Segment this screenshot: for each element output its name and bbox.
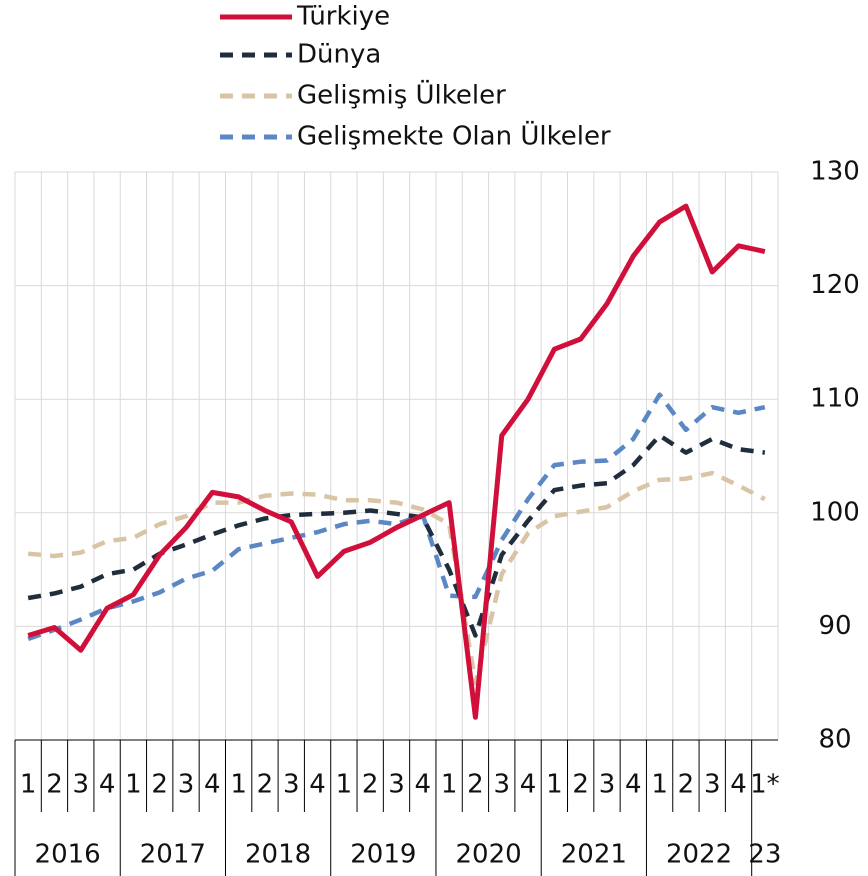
legend-label: Türkiye xyxy=(296,2,390,32)
y-tick-label: 80 xyxy=(818,725,851,755)
year-label: 2020 xyxy=(456,840,522,870)
x-tick-label: 2 xyxy=(467,770,484,800)
series-line xyxy=(27,392,766,642)
x-tick-label: 3 xyxy=(283,770,300,800)
x-tick-label: 2 xyxy=(46,770,63,800)
x-tick-label: 2 xyxy=(678,770,695,800)
y-tick-label: 120 xyxy=(810,270,860,300)
year-label: 2016 xyxy=(35,840,101,870)
year-label: 23 xyxy=(748,840,781,870)
x-tick-label: 2 xyxy=(362,770,379,800)
x-tick-label: 2 xyxy=(151,770,168,800)
series-line xyxy=(27,470,766,686)
legend-label: Dünya xyxy=(297,40,381,70)
x-tick-label: 1 xyxy=(441,770,458,800)
x-tick-label: 3 xyxy=(178,770,195,800)
series-line xyxy=(27,433,766,638)
x-tick-label: 1 xyxy=(336,770,353,800)
legend-label: Gelişmiş Ülkeler xyxy=(297,79,506,111)
x-tick-label: 4 xyxy=(730,770,747,800)
x-tick-label: 1 xyxy=(20,770,37,800)
year-label: 2018 xyxy=(245,840,311,870)
x-tick-label: 2 xyxy=(257,770,274,800)
x-tick-label: 4 xyxy=(204,770,221,800)
legend-label: Gelişmekte Olan Ülkeler xyxy=(297,120,611,152)
y-tick-label: 130 xyxy=(810,157,860,187)
x-tick-label: 4 xyxy=(99,770,116,800)
x-tick-label: 2 xyxy=(572,770,589,800)
year-label: 2019 xyxy=(350,840,416,870)
x-tick-label: 4 xyxy=(520,770,537,800)
series-line xyxy=(27,203,766,720)
x-tick-label: 4 xyxy=(625,770,642,800)
x-tick-label: 1 xyxy=(230,770,247,800)
x-tick-label: 4 xyxy=(309,770,326,800)
x-tick-label: 1 xyxy=(125,770,142,800)
year-label: 2022 xyxy=(666,840,732,870)
x-tick-label: 1 xyxy=(651,770,668,800)
x-tick-label: 3 xyxy=(73,770,90,800)
x-tick-label: 1 xyxy=(546,770,563,800)
year-label: 2017 xyxy=(140,840,206,870)
x-tick-label: 4 xyxy=(415,770,432,800)
y-tick-label: 110 xyxy=(810,384,860,414)
x-tick-label: 3 xyxy=(599,770,616,800)
x-tick-label: 3 xyxy=(388,770,405,800)
x-tick-label: 1* xyxy=(750,770,780,800)
x-tick-label: 3 xyxy=(493,770,510,800)
x-tick-label: 3 xyxy=(704,770,721,800)
y-tick-label: 100 xyxy=(810,497,860,527)
y-tick-label: 90 xyxy=(818,611,851,641)
year-label: 2021 xyxy=(561,840,627,870)
